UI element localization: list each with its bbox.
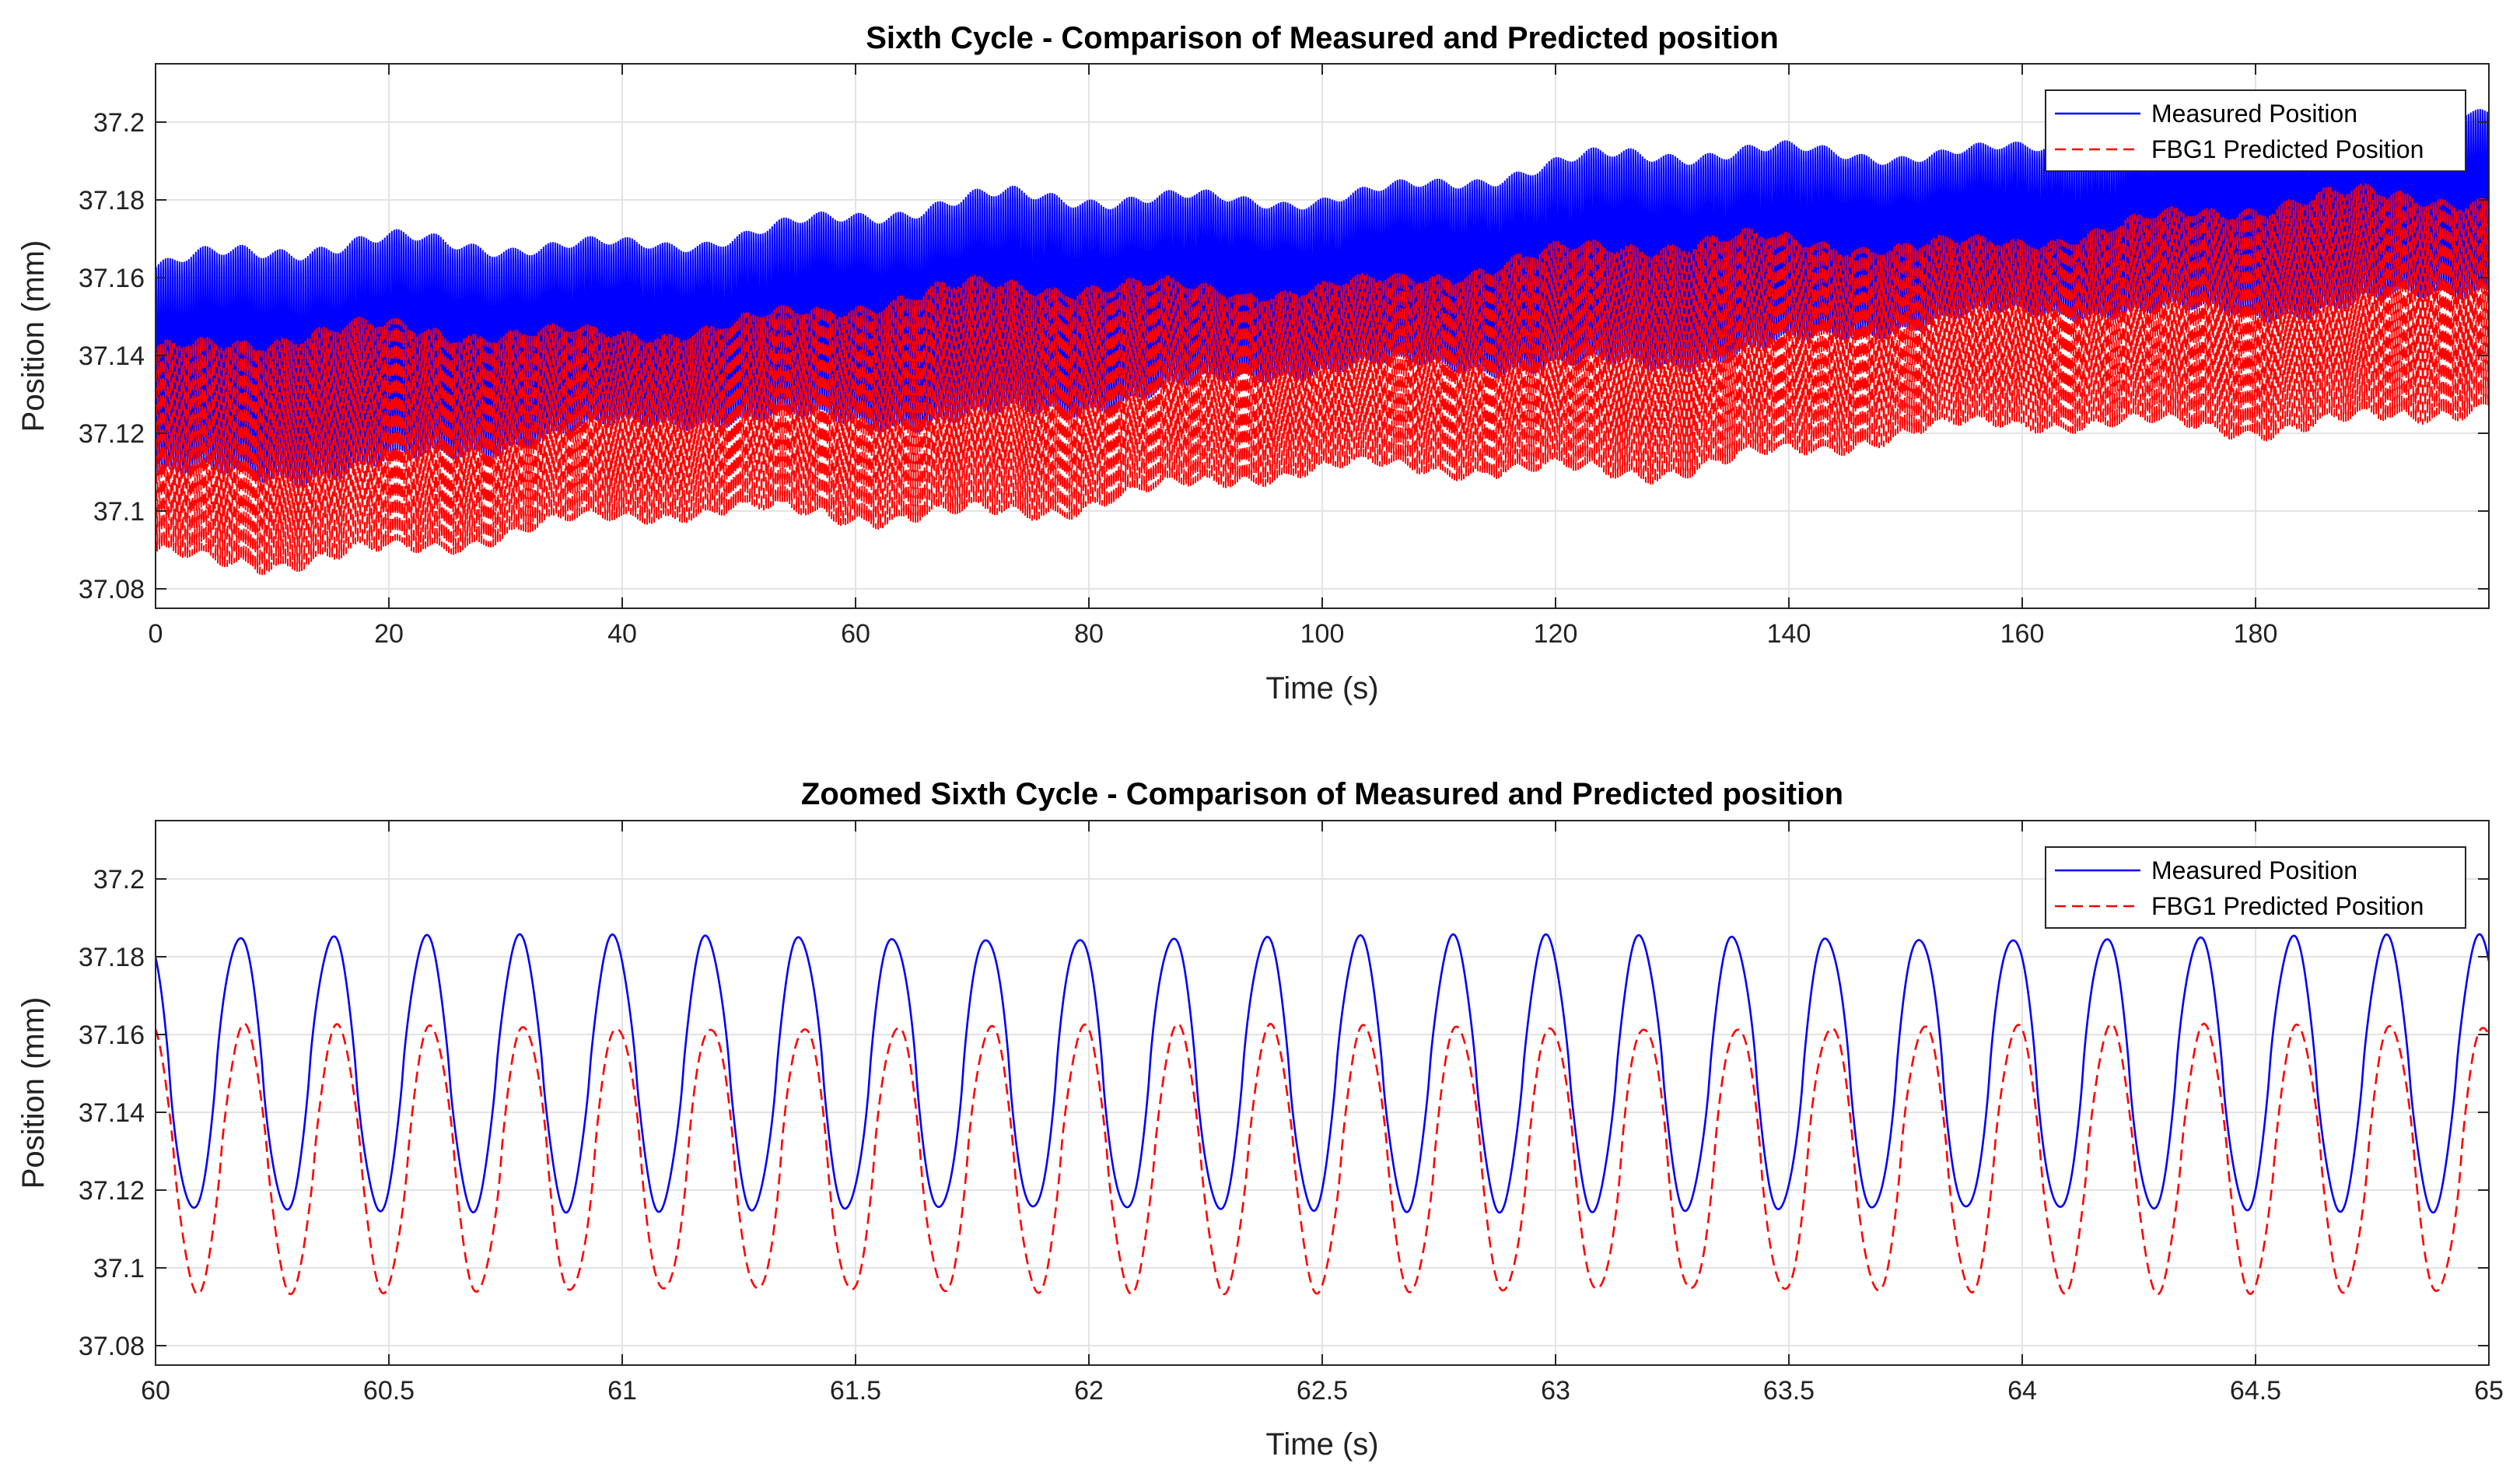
- x-tick-label: 61.5: [830, 1376, 881, 1406]
- y-axis-label: Position (mm): [16, 997, 51, 1189]
- y-tick-label: 37.16: [79, 1021, 145, 1050]
- bottom-plot: 60 60.5 61 61.5 62 62.5 63 63.5 64 64.5 65 37.08 37.…: [16, 777, 2504, 1462]
- x-tick-label: 80: [1074, 619, 1104, 649]
- y-axis-label: Position (mm): [16, 240, 51, 432]
- top-plot: 0 20 40 60 80 100 120 140 160 180 37.08 37.1 37.12 37…: [16, 21, 2490, 705]
- x-tick-label: 64: [2007, 1376, 2037, 1406]
- x-tick-label: 0: [149, 619, 163, 649]
- y-tick-label: 37.18: [79, 943, 145, 972]
- y-tick-label: 37.1: [93, 1254, 145, 1283]
- x-tick-label: 63.5: [1763, 1376, 1815, 1406]
- legend-box: [2045, 846, 2466, 929]
- y-tick-label: 37.2: [93, 108, 145, 138]
- x-tick-label: 120: [1534, 619, 1578, 649]
- legend-label: FBG1 Predicted Position: [2151, 135, 2424, 163]
- legend: Measured Position FBG1 Predicted Position: [2045, 846, 2466, 929]
- legend: Measured Position FBG1 Predicted Position: [2045, 89, 2466, 172]
- x-axis-label: Time (s): [1265, 1427, 1378, 1462]
- x-tick-label: 60: [841, 619, 870, 649]
- x-tick-label: 140: [1767, 619, 1811, 649]
- series-line-predicted: [156, 1022, 2489, 1296]
- y-tick-label: 37.08: [79, 1332, 145, 1361]
- legend-label: FBG1 Predicted Position: [2151, 892, 2424, 920]
- y-tick-label: 37.1: [93, 497, 145, 527]
- chart-title: Zoomed Sixth Cycle - Comparison of Measu…: [801, 777, 1843, 811]
- x-tick-label: 20: [374, 619, 404, 649]
- x-tick-label: 160: [2000, 619, 2045, 649]
- y-tick-label: 37.18: [79, 186, 145, 215]
- y-tick-label: 37.14: [79, 341, 145, 371]
- y-tick-label: 37.12: [79, 1176, 145, 1206]
- x-tick-label: 65: [2474, 1376, 2504, 1406]
- chart-title: Sixth Cycle - Comparison of Measured and…: [866, 21, 1779, 55]
- x-tick-label: 60: [141, 1376, 170, 1406]
- x-tick-label: 180: [2234, 619, 2278, 649]
- x-tick-label: 61: [607, 1376, 637, 1406]
- legend-box: [2045, 89, 2466, 172]
- x-tick-label: 62.5: [1297, 1376, 1348, 1406]
- y-tick-label: 37.08: [79, 575, 145, 604]
- legend-label: Measured Position: [2151, 100, 2357, 128]
- series-line-predicted: [156, 183, 2489, 576]
- series-line-measured: [156, 933, 2489, 1214]
- y-tick-label: 37.14: [79, 1098, 145, 1128]
- y-tick-label: 37.2: [93, 865, 145, 895]
- data-layer: [156, 933, 2489, 1296]
- y-tick-label: 37.16: [79, 264, 145, 293]
- x-tick-label: 60.5: [363, 1376, 415, 1406]
- x-axis-label: Time (s): [1265, 671, 1378, 705]
- x-tick-label: 62: [1074, 1376, 1104, 1406]
- x-tick-label: 64.5: [2230, 1376, 2281, 1406]
- x-tick-label: 40: [607, 619, 637, 649]
- legend-label: Measured Position: [2151, 856, 2357, 884]
- x-tick-label: 63: [1541, 1376, 1570, 1406]
- x-tick-label: 100: [1300, 619, 1345, 649]
- y-tick-label: 37.12: [79, 419, 145, 449]
